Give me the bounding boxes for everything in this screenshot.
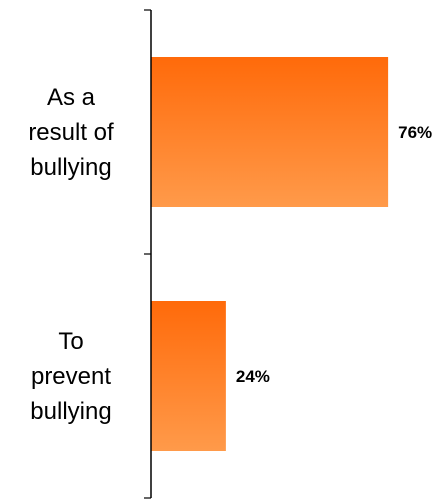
bar-0 (151, 57, 389, 207)
bars-layer (151, 57, 389, 451)
category-label-0: As a result of bullying (28, 84, 114, 181)
category-label-1-line-0: To (58, 328, 83, 355)
bar-1 (151, 301, 226, 451)
category-label-0-line-0: As a (47, 84, 96, 111)
labels-layer: 76% As a result of bullying 24% To prevent bull… (28, 84, 432, 425)
y-axis (144, 9, 152, 499)
value-label-0: 76% (398, 123, 432, 142)
category-label-1: To prevent bullying (30, 328, 111, 425)
category-label-1-line-1: prevent (31, 363, 111, 390)
category-label-0-line-2: bullying (30, 154, 111, 181)
category-label-0-line-1: result of (28, 119, 114, 146)
category-label-1-line-2: bullying (30, 398, 111, 425)
value-label-1: 24% (236, 367, 270, 386)
